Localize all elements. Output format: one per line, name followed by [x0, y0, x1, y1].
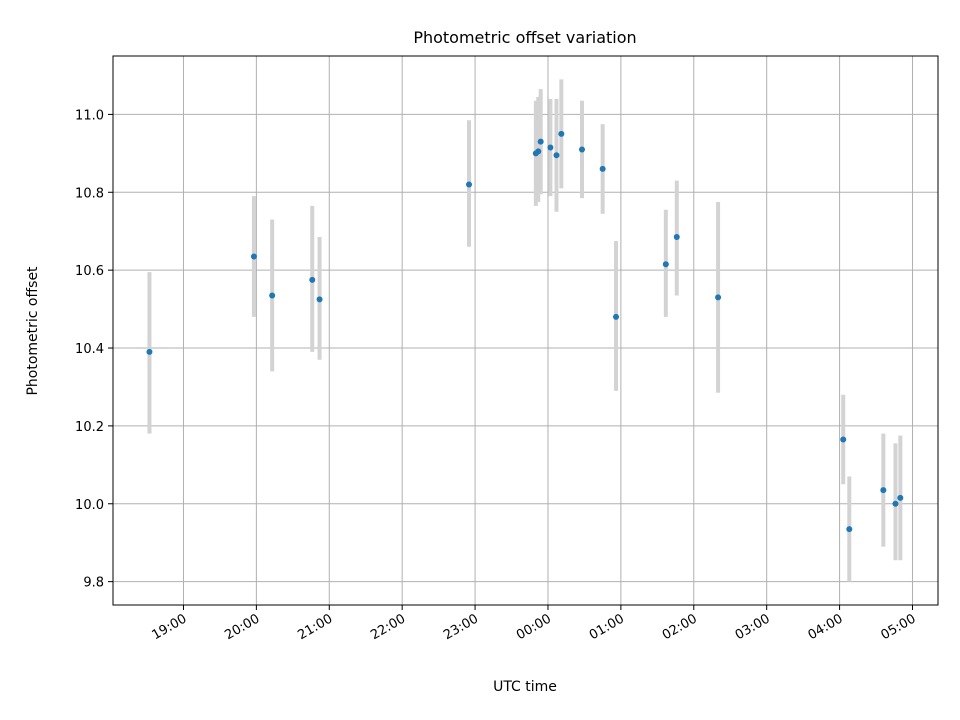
y-axis-label: Photometric offset — [25, 266, 41, 396]
data-point — [146, 348, 153, 355]
data-point — [846, 526, 853, 533]
data-point — [840, 436, 847, 443]
data-point — [715, 294, 722, 301]
y-tick-label: 10.6 — [75, 264, 104, 279]
plot-frame — [112, 55, 939, 606]
data-point — [613, 313, 620, 320]
y-tick-label: 9.8 — [83, 576, 104, 591]
y-tick-label: 10.0 — [75, 498, 104, 513]
data-point — [662, 261, 669, 268]
y-tick-label: 10.2 — [75, 420, 104, 435]
data-point — [309, 276, 316, 283]
data-point — [466, 181, 473, 188]
data-point — [897, 494, 904, 501]
data-point — [553, 152, 560, 159]
data-point — [316, 296, 323, 303]
data-point — [537, 138, 544, 145]
data-point — [578, 146, 585, 153]
y-tick-label: 10.4 — [75, 342, 104, 357]
data-point — [599, 165, 606, 172]
y-tick-label: 10.8 — [75, 186, 104, 201]
chart-title: Photometric offset variation — [413, 28, 636, 47]
y-axis-ticks: 9.8 10.0 10.2 10.4 10.6 10.8 11.0 — [75, 108, 113, 591]
data-point — [880, 487, 887, 494]
data-point — [269, 292, 276, 299]
grid — [113, 56, 938, 605]
x-axis-label: UTC time — [493, 679, 557, 695]
data-point — [547, 144, 554, 151]
data-point — [250, 253, 257, 260]
plot-area — [113, 56, 938, 605]
data-point — [558, 130, 565, 137]
data-points — [146, 130, 904, 533]
y-tick-label: 11.0 — [75, 108, 104, 123]
data-point — [673, 234, 680, 241]
data-point — [892, 500, 899, 507]
data-point — [535, 148, 542, 155]
